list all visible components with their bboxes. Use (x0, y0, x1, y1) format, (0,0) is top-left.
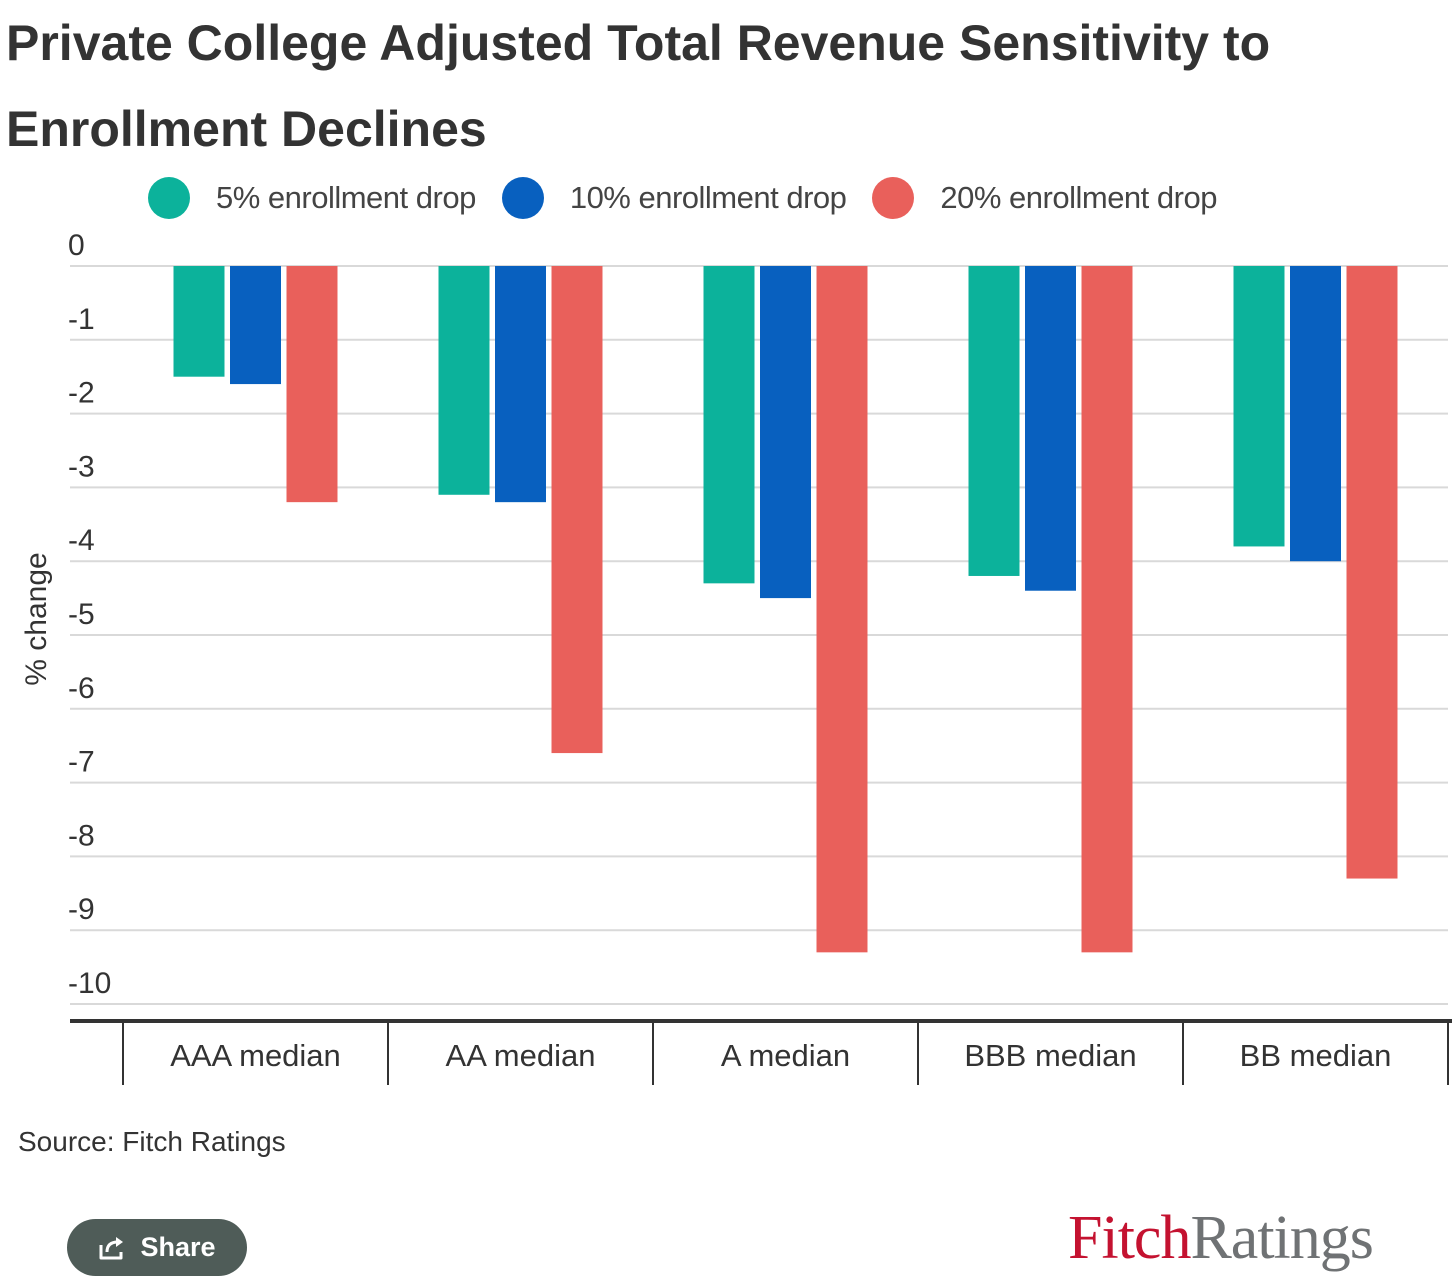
bars (173, 266, 1398, 953)
legend-item-5pct[interactable]: 5% enrollment drop (148, 177, 476, 219)
source-note: Source: Fitch Ratings (18, 1126, 286, 1157)
logo-part-ratings: Ratings (1190, 1204, 1373, 1272)
bar (1290, 266, 1341, 562)
bar (816, 266, 868, 953)
y-tick-label: -5 (68, 598, 95, 631)
bar (1025, 266, 1076, 591)
share-icon (99, 1236, 124, 1259)
bar (495, 266, 546, 503)
y-tick-label: -9 (68, 893, 95, 926)
y-tick-label: -7 (68, 746, 95, 779)
bar (1233, 266, 1285, 547)
y-axis-ticks: 0 -1 -2 -3 -4 -5 -6 -7 -8 -9 -10 (68, 229, 111, 1000)
y-tick-label: -2 (68, 377, 95, 410)
chart-title: Private College Adjusted Total Revenue S… (6, 15, 1271, 157)
bar (551, 266, 603, 754)
legend-dot-10pct (501, 177, 544, 219)
y-tick-label: -8 (68, 819, 95, 852)
legend-label-20pct: 20% enrollment drop (940, 180, 1217, 215)
bar (173, 266, 225, 377)
legend-label-10pct: 10% enrollment drop (569, 180, 847, 215)
legend-item-10pct[interactable]: 10% enrollment drop (501, 177, 847, 219)
y-tick-label: -4 (68, 524, 95, 557)
share-button[interactable]: Share (67, 1219, 247, 1276)
bar (286, 266, 338, 503)
bar (1081, 266, 1133, 953)
bar-chart: 0 -1 -2 -3 -4 -5 -6 -7 -8 -9 -10 AAA median AA medi… (20, 229, 1452, 1085)
bar (230, 266, 281, 385)
x-tick-label: A median (721, 1038, 850, 1073)
bar (438, 266, 490, 495)
legend-label-5pct: 5% enrollment drop (216, 180, 476, 215)
x-tick-label: AA median (446, 1038, 596, 1073)
fitch-ratings-logo: FitchRatings (1068, 1203, 1374, 1274)
y-axis-label: % change (20, 552, 53, 685)
bar (968, 266, 1020, 576)
y-tick-label: -10 (68, 967, 111, 1000)
legend-item-20pct[interactable]: 20% enrollment drop (872, 177, 1217, 219)
bar (703, 266, 755, 584)
legend-dot-20pct (872, 177, 915, 219)
logo-part-fitch: Fitch (1068, 1204, 1191, 1272)
x-tick-label: BBB median (964, 1038, 1136, 1073)
y-tick-label: -6 (68, 672, 95, 705)
y-tick-label: -1 (68, 303, 95, 336)
x-tick-label: AAA median (170, 1038, 341, 1073)
bar (1346, 266, 1398, 879)
x-axis: AAA median AA median A median BBB median BB … (70, 1019, 1452, 1085)
x-tick-label: BB median (1240, 1038, 1392, 1073)
chart-legend: 5% enrollment drop 10% enrollment drop 2… (148, 172, 1243, 224)
y-tick-label: 0 (68, 229, 85, 262)
share-label: Share (140, 1232, 216, 1262)
legend-dot-5pct (148, 177, 190, 219)
bar (760, 266, 811, 599)
y-tick-label: -3 (68, 450, 95, 483)
